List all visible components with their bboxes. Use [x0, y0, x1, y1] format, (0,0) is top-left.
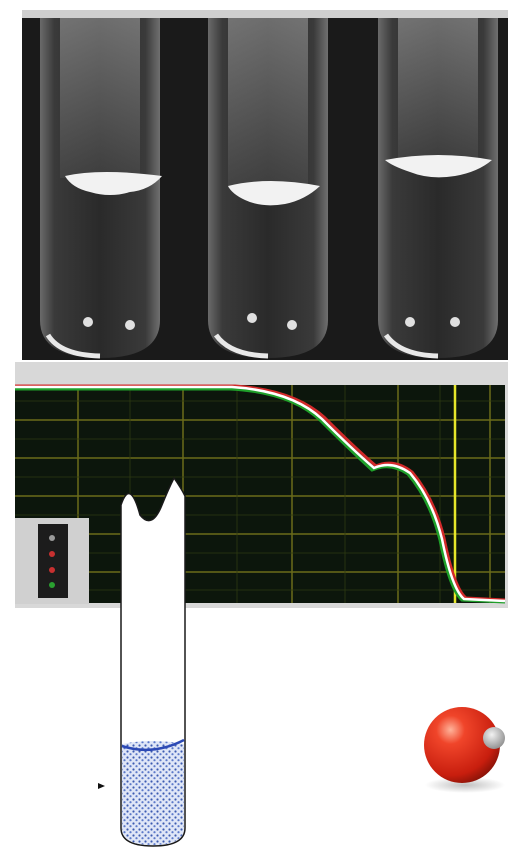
tube-liquid — [122, 741, 184, 845]
screen-legend — [15, 518, 89, 604]
tube-photo — [22, 10, 508, 360]
photo-tube — [40, 18, 162, 358]
photo-tube — [378, 18, 498, 358]
photo-top-edge — [22, 10, 508, 18]
page — [0, 0, 508, 848]
pointer-arrow — [98, 783, 105, 789]
photo-tube — [208, 18, 328, 358]
ball-knob — [483, 727, 505, 749]
instrument-screen — [15, 362, 508, 608]
red-ball — [424, 707, 505, 793]
figure — [0, 0, 508, 848]
